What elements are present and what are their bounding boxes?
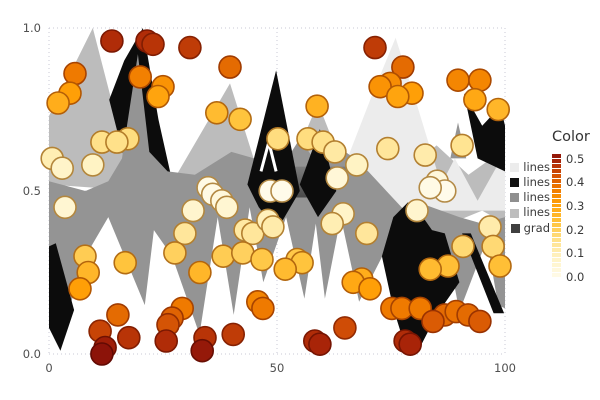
data-point (451, 234, 475, 259)
x-tick-label: 50 (270, 361, 285, 375)
data-point (418, 175, 443, 200)
data-point (358, 276, 382, 301)
data-point (163, 241, 187, 265)
data-point (113, 250, 137, 275)
data-point (106, 303, 130, 327)
data-point (413, 143, 438, 167)
data-point (181, 198, 205, 223)
data-point (468, 68, 492, 92)
data-point (418, 257, 443, 282)
y-tick-label: 0.0 (23, 347, 41, 361)
x-tick-label: 100 (494, 361, 516, 375)
data-point (391, 55, 415, 79)
data-point (481, 234, 505, 259)
data-point (463, 87, 487, 112)
data-point (205, 101, 229, 125)
data-point (375, 136, 400, 161)
data-point (250, 247, 274, 272)
data-point (363, 35, 387, 60)
data-point (81, 153, 105, 177)
data-point (468, 309, 492, 334)
data-point (325, 166, 350, 190)
data-point (320, 211, 345, 236)
data-point (228, 107, 252, 132)
data-point (105, 130, 129, 154)
data-point (50, 156, 75, 180)
scatter-points (40, 29, 512, 366)
data-point (308, 332, 332, 357)
data-point (478, 215, 502, 239)
data-point (251, 296, 275, 321)
data-point (68, 276, 92, 301)
data-point (305, 94, 329, 118)
data-point (333, 316, 357, 340)
data-point (368, 74, 392, 99)
data-point (273, 257, 298, 282)
data-point (141, 32, 165, 57)
data-point (188, 260, 212, 285)
data-point (270, 179, 294, 203)
data-point (46, 91, 70, 115)
data-point (344, 153, 369, 177)
data-point (178, 35, 202, 60)
data-point (211, 244, 235, 269)
data-point (100, 29, 124, 53)
data-point (385, 84, 410, 109)
data-point (266, 127, 290, 151)
data-point (261, 215, 285, 239)
data-point (218, 55, 242, 79)
data-point (173, 221, 197, 246)
axis-tick-labels: 0 50 100 1.0 0.5 0.0 (23, 21, 516, 375)
data-point (488, 254, 512, 278)
data-point (398, 332, 423, 357)
data-point (53, 195, 77, 220)
data-point (486, 97, 511, 122)
data-point (63, 61, 87, 86)
data-point (146, 84, 170, 109)
data-point (446, 68, 470, 92)
data-point (117, 325, 141, 350)
y-tick-label: 1.0 (23, 21, 41, 35)
x-tick-label: 0 (45, 361, 52, 375)
data-point (450, 133, 474, 158)
data-point (323, 140, 347, 164)
y-tick-label: 0.5 (23, 184, 41, 198)
data-point (221, 322, 245, 347)
data-point (154, 329, 178, 353)
data-point (90, 342, 114, 366)
data-point (128, 65, 152, 89)
data-point (405, 198, 429, 223)
data-point (215, 195, 239, 220)
area-series-lines-lightest (327, 37, 505, 211)
data-point (190, 338, 214, 363)
data-point (354, 221, 379, 246)
data-point (421, 309, 445, 334)
